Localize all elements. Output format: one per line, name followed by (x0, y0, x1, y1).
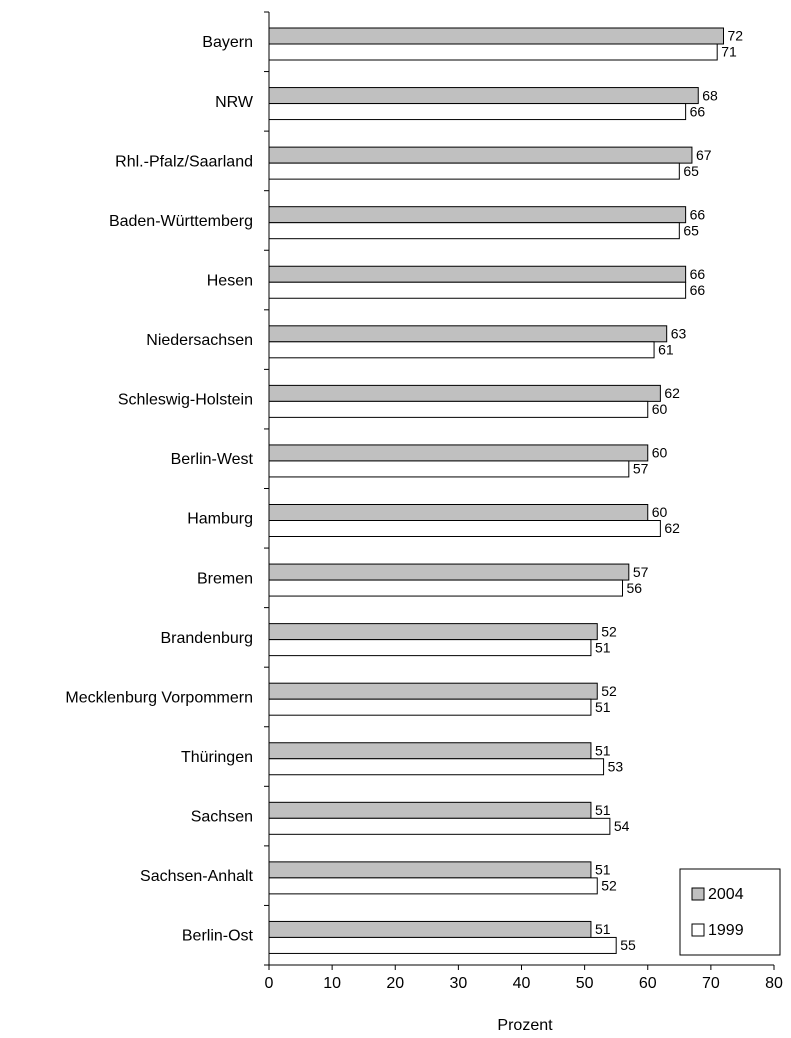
value-label: 71 (721, 44, 737, 60)
value-label: 52 (601, 683, 617, 699)
value-label: 52 (601, 878, 617, 894)
bar (268, 341, 655, 359)
value-label: 66 (690, 206, 706, 222)
bar (268, 87, 699, 105)
y-tick-label: Sachsen-Anhalt (140, 868, 254, 885)
value-label: 61 (658, 342, 674, 358)
bar (268, 43, 718, 61)
value-label: 57 (633, 564, 649, 580)
y-tick-label: Niedersachsen (146, 332, 253, 349)
value-label: 60 (652, 445, 668, 461)
y-tick-label: Bayern (202, 34, 253, 51)
value-label: 66 (690, 266, 706, 282)
y-tick-label: Hamburg (187, 511, 253, 528)
x-tick-label: 40 (513, 975, 531, 992)
value-label: 51 (595, 862, 611, 878)
x-tick-label: 50 (576, 975, 594, 992)
bar (268, 563, 630, 581)
value-label: 51 (595, 802, 611, 818)
value-label: 54 (614, 818, 630, 834)
y-tick-label: Schleswig-Holstein (118, 392, 253, 409)
bar (268, 698, 592, 716)
bar (268, 384, 661, 402)
value-label: 51 (595, 742, 611, 758)
y-tick-label: Rhl.-Pfalz/Saarland (115, 153, 253, 170)
bar (268, 682, 598, 700)
value-label: 55 (620, 937, 636, 953)
value-label: 51 (595, 639, 611, 655)
legend-box (679, 868, 781, 956)
bar (268, 801, 592, 819)
bar (268, 460, 630, 478)
y-tick-label: Bremen (197, 570, 253, 587)
bar (268, 861, 592, 879)
y-tick-label: Berlin-West (171, 451, 254, 468)
value-label: 68 (702, 87, 718, 103)
x-tick-label: 60 (639, 975, 657, 992)
value-label: 62 (664, 385, 680, 401)
x-tick-label: 10 (323, 975, 341, 992)
bar (268, 444, 649, 462)
bar (268, 281, 687, 299)
value-label: 67 (696, 147, 712, 163)
bar (268, 742, 592, 760)
value-label: 65 (683, 222, 699, 238)
value-label: 65 (683, 163, 699, 179)
legend-label: 1999 (708, 922, 744, 939)
x-tick-label: 30 (449, 975, 467, 992)
value-label: 60 (652, 401, 668, 417)
bar (268, 520, 661, 537)
bar (268, 758, 605, 776)
y-tick-label: Sachsen (191, 809, 253, 826)
bar (268, 817, 611, 835)
bar (268, 325, 668, 343)
y-tick-label: NRW (215, 94, 254, 111)
bar (268, 877, 598, 895)
bar (268, 162, 680, 180)
x-tick-label: 70 (702, 975, 720, 992)
bar (268, 920, 592, 938)
y-tick-label: Hesen (207, 272, 253, 289)
bar (268, 400, 649, 418)
value-label: 56 (627, 580, 643, 596)
x-tick-label: 80 (765, 975, 783, 992)
y-tick-label: Baden-Württemberg (109, 213, 253, 230)
value-label: 72 (728, 28, 744, 44)
value-label: 62 (664, 520, 680, 536)
bar (268, 206, 687, 224)
bar (268, 27, 724, 45)
y-tick-label: Brandenburg (160, 630, 253, 647)
value-label: 53 (608, 758, 624, 774)
legend-swatch (691, 887, 705, 901)
y-tick-label: Mecklenburg Vorpommern (65, 689, 253, 706)
legend-label: 2004 (708, 886, 744, 903)
bar (268, 504, 649, 521)
y-tick-label: Berlin-Ost (182, 928, 254, 945)
y-tick-label: Thüringen (181, 749, 253, 766)
value-label: 51 (595, 699, 611, 715)
value-label: 66 (690, 282, 706, 298)
x-axis-label: Prozent (497, 1017, 553, 1034)
bar (268, 639, 592, 657)
bar (268, 936, 617, 954)
x-tick-label: 0 (265, 975, 274, 992)
value-label: 66 (690, 103, 706, 119)
bar (268, 623, 598, 641)
bar (268, 146, 693, 164)
value-label: 52 (601, 623, 617, 639)
legend-swatch (691, 923, 705, 937)
value-label: 57 (633, 461, 649, 477)
bar (268, 579, 623, 597)
value-label: 63 (671, 326, 687, 342)
x-tick-label: 20 (386, 975, 404, 992)
value-label: 60 (652, 504, 668, 520)
value-label: 51 (595, 921, 611, 937)
bar (268, 222, 680, 240)
bar (268, 265, 687, 283)
bar (268, 103, 687, 121)
